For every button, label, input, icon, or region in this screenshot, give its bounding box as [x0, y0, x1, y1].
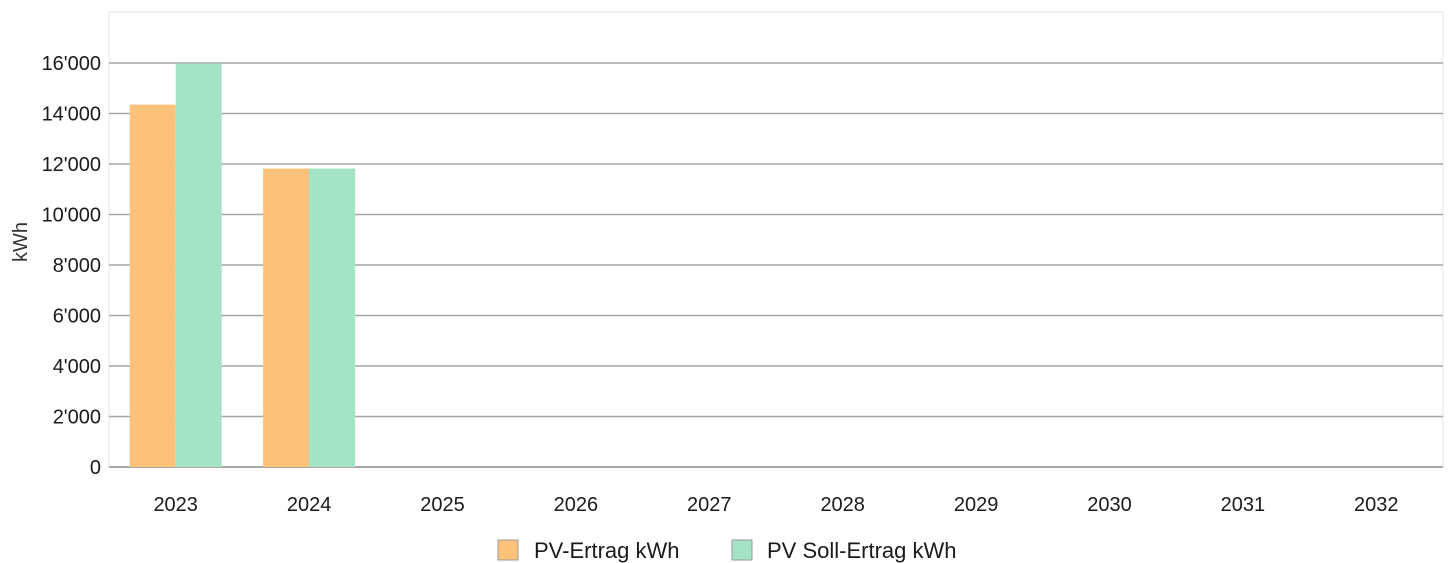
legend-swatch-pv-soll-ertrag — [731, 539, 753, 561]
y-tick-label: 0 — [90, 457, 101, 479]
x-axis-tick-labels: 2023 2024 2025 2026 2027 2028 2029 2030 2031 2032 — [153, 494, 1398, 516]
y-axis-tick-labels: 0 2'000 4'000 6'000 8'000 10'000 12'000 14'000 1… — [42, 53, 101, 479]
y-tick-label: 6'000 — [53, 306, 101, 328]
bar-pv-ertrag-2024 — [263, 168, 310, 468]
legend: PV-Ertrag kWh PV Soll-Ertrag kWh — [497, 538, 957, 563]
x-tick-label: 2026 — [554, 494, 599, 516]
bar-pv-ertrag-2023 — [129, 104, 176, 467]
x-tick-label: 2027 — [687, 494, 732, 516]
y-tick-label: 4'000 — [53, 356, 101, 378]
legend-label-pv-ertrag: PV-Ertrag kWh — [534, 538, 679, 563]
x-tick-label: 2030 — [1087, 494, 1132, 516]
bars — [129, 63, 356, 468]
x-tick-label: 2029 — [954, 494, 999, 516]
y-tick-label: 10'000 — [42, 205, 101, 227]
x-tick-label: 2024 — [287, 494, 332, 516]
y-tick-label: 8'000 — [53, 255, 101, 277]
x-tick-label: 2025 — [420, 494, 465, 516]
y-axis-title: kWh — [10, 222, 32, 262]
x-tick-label: 2023 — [153, 494, 198, 516]
y-tick-label: 12'000 — [42, 154, 101, 176]
legend-label-pv-soll-ertrag: PV Soll-Ertrag kWh — [767, 538, 957, 563]
x-tick-label: 2028 — [820, 494, 865, 516]
legend-swatch-pv-ertrag — [497, 539, 519, 561]
x-tick-label: 2031 — [1221, 494, 1266, 516]
bar-pv-soll-ertrag-2024 — [309, 168, 356, 468]
y-tick-label: 14'000 — [42, 104, 101, 126]
y-tick-label: 16'000 — [42, 53, 101, 75]
bar-pv-soll-ertrag-2023 — [175, 63, 222, 467]
x-tick-label: 2032 — [1354, 494, 1399, 516]
y-tick-label: 2'000 — [53, 407, 101, 429]
